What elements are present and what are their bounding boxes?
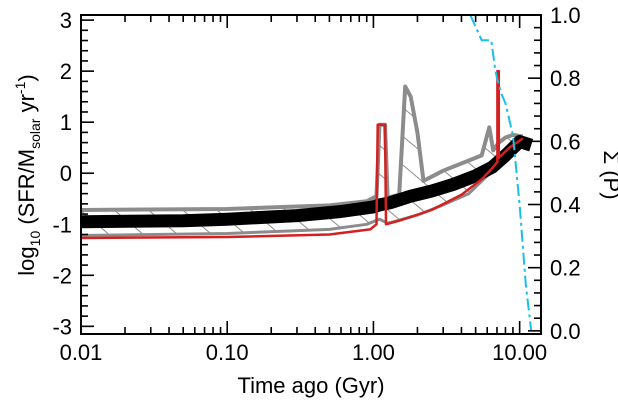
y2-tick-label: 0.6 [550, 129, 581, 154]
series-line-sfh-red [81, 69, 524, 240]
y2-axis-label: Σ (P) [599, 150, 618, 199]
series-line-upper-bound [81, 84, 524, 212]
series-line-best-fit [81, 135, 534, 229]
y-tick-label: 1 [60, 110, 72, 135]
y2-tick-label: 1.0 [550, 3, 581, 28]
y-axis-label-main-sub: solar [27, 118, 43, 149]
y-axis-label-prefix: log [14, 246, 39, 275]
y-tick-label: 2 [60, 59, 72, 84]
y2-tick-label: 0.8 [550, 66, 581, 91]
series-line-cumulative-probability [469, 15, 533, 331]
x-axis-label: Time ago (Gyr) [237, 373, 384, 398]
y2-tick-label: 0.0 [550, 319, 581, 344]
y-tick-label: -3 [52, 314, 72, 339]
y-tick-label: -2 [52, 263, 72, 288]
y-axis-label-main-sup: -1 [12, 81, 28, 94]
y-tick-label: -1 [52, 212, 72, 237]
y2-tick-label: 0.2 [550, 256, 581, 281]
y-axis-label: log10 (SFR/Msolar yr-1) [12, 74, 43, 275]
series-layer [81, 15, 534, 331]
y-axis-ticks: -3 -2 -1 0 1 2 3 [52, 8, 94, 339]
x-tick-label: 10.00 [492, 340, 547, 365]
y2-axis-ticks: 0.0 0.2 0.4 0.6 0.8 1.0 [528, 3, 581, 344]
y-axis-label-main-a: (SFR/M [14, 149, 39, 231]
y-axis-label-prefix-sub: 10 [27, 231, 43, 247]
y-tick-label: 0 [60, 161, 72, 186]
x-tick-label: 1.00 [352, 340, 395, 365]
y2-tick-label: 0.4 [550, 193, 581, 218]
x-axis-ticks: 0.01 0.10 1.00 10.00 [60, 15, 547, 365]
y-axis-label-main-c: ) [14, 74, 39, 81]
plot-frame [80, 14, 542, 335]
x-tick-label: 0.10 [206, 340, 249, 365]
y-tick-label: 3 [60, 8, 72, 33]
y-axis-label-main-b: yr [14, 94, 39, 118]
x-tick-label: 0.01 [60, 340, 103, 365]
